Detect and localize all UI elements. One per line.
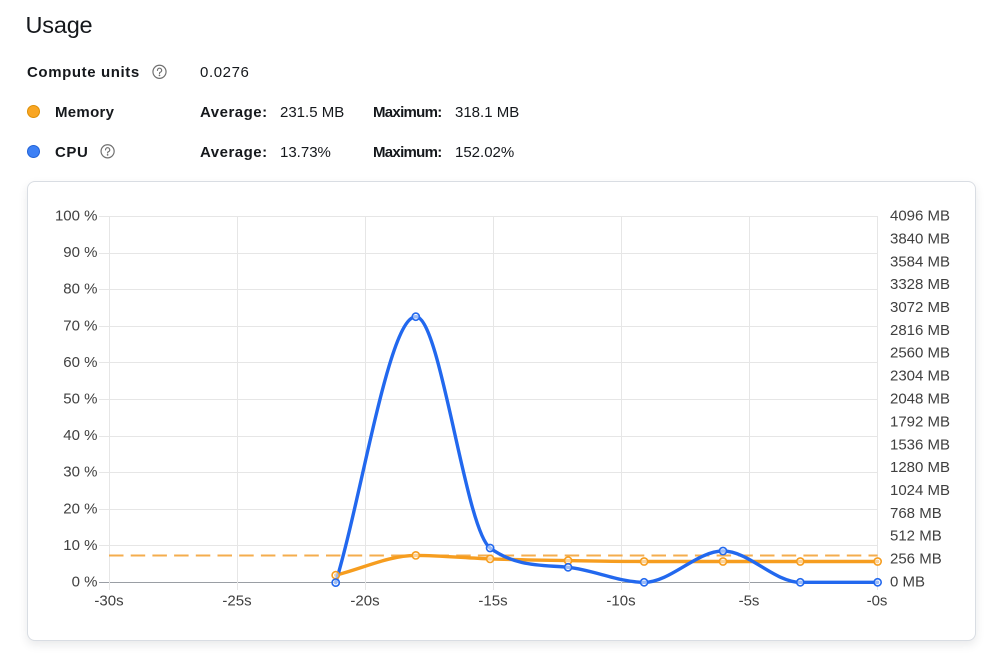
svg-text:40 %: 40 %	[63, 427, 97, 444]
svg-text:318.1 MB: 318.1 MB	[455, 104, 519, 121]
svg-text:3584 MB: 3584 MB	[890, 253, 950, 270]
svg-text:2816 MB: 2816 MB	[890, 322, 950, 339]
svg-text:768 MB: 768 MB	[890, 505, 942, 522]
svg-text:Average:: Average:	[200, 144, 268, 161]
svg-text:20 %: 20 %	[63, 500, 97, 517]
svg-text:Memory: Memory	[55, 104, 115, 121]
svg-text:231.5 MB: 231.5 MB	[280, 104, 344, 121]
svg-text:512 MB: 512 MB	[890, 528, 942, 545]
svg-text:3328 MB: 3328 MB	[890, 276, 950, 293]
svg-text:1280 MB: 1280 MB	[890, 459, 950, 476]
svg-text:-20s: -20s	[350, 593, 379, 610]
svg-text:-15s: -15s	[478, 593, 507, 610]
svg-text:100 %: 100 %	[55, 208, 98, 225]
svg-text:CPU: CPU	[55, 144, 88, 161]
svg-text:70 %: 70 %	[63, 317, 97, 334]
svg-text:152.02%: 152.02%	[455, 144, 514, 161]
svg-text:Average:: Average:	[200, 104, 268, 121]
svg-text:-5s: -5s	[739, 593, 760, 610]
svg-text:1024 MB: 1024 MB	[890, 482, 950, 499]
svg-text:3840 MB: 3840 MB	[890, 230, 950, 247]
svg-text:-30s: -30s	[94, 593, 123, 610]
svg-text:Maximum:: Maximum:	[373, 144, 442, 161]
svg-text:1536 MB: 1536 MB	[890, 436, 950, 453]
svg-text:2560 MB: 2560 MB	[890, 345, 950, 362]
svg-text:0 %: 0 %	[72, 574, 98, 591]
svg-text:256 MB: 256 MB	[890, 551, 942, 568]
svg-text:1792 MB: 1792 MB	[890, 413, 950, 430]
svg-text:4096 MB: 4096 MB	[890, 208, 950, 225]
svg-text:2304 MB: 2304 MB	[890, 368, 950, 385]
svg-text:13.73%: 13.73%	[280, 144, 331, 161]
svg-text:Compute units: Compute units	[27, 64, 140, 81]
svg-text:80 %: 80 %	[63, 281, 97, 298]
svg-text:50 %: 50 %	[63, 391, 97, 408]
svg-text:-25s: -25s	[222, 593, 251, 610]
svg-text:90 %: 90 %	[63, 244, 97, 261]
svg-text:30 %: 30 %	[63, 464, 97, 481]
svg-text:-0s: -0s	[867, 593, 888, 610]
svg-text:0.0276: 0.0276	[200, 64, 249, 81]
svg-text:-10s: -10s	[606, 593, 635, 610]
svg-text:3072 MB: 3072 MB	[890, 299, 950, 316]
svg-text:60 %: 60 %	[63, 354, 97, 371]
svg-text:0 MB: 0 MB	[890, 574, 925, 591]
svg-text:10 %: 10 %	[63, 537, 97, 554]
svg-text:2048 MB: 2048 MB	[890, 391, 950, 408]
svg-text:Maximum:: Maximum:	[373, 104, 442, 121]
svg-text:Usage: Usage	[26, 12, 93, 38]
